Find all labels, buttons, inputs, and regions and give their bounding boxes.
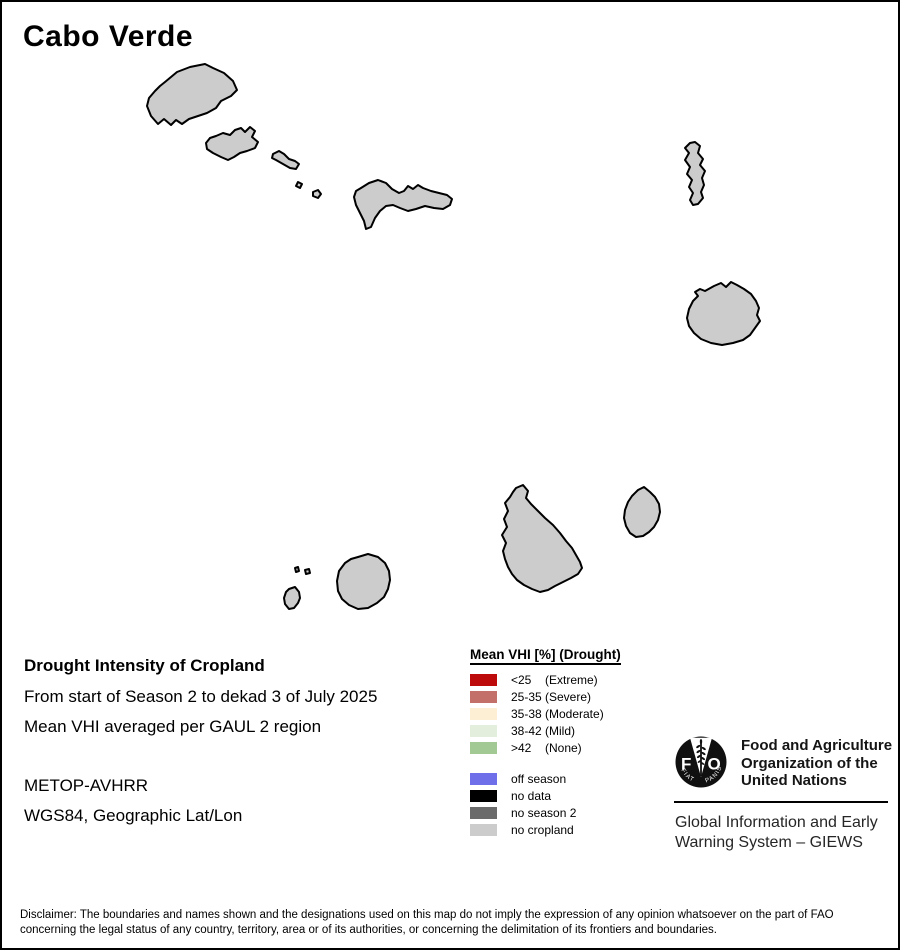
fao-logo-letter-o: O bbox=[708, 755, 721, 774]
legend-label: no season 2 bbox=[511, 805, 577, 820]
legend-qualifier: (Extreme) bbox=[545, 672, 598, 687]
legend-range: 35-38 bbox=[511, 706, 542, 721]
legend-label: no data bbox=[511, 788, 552, 803]
legend-row: 35-38 (Moderate) bbox=[470, 705, 621, 722]
fao-org-line: Food and Agriculture bbox=[741, 737, 893, 754]
legend-range: >42 bbox=[511, 740, 532, 755]
legend-range: 25-35 bbox=[511, 689, 542, 704]
giews-line: Global Information and Early bbox=[675, 814, 878, 831]
info-heading: Drought Intensity of Cropland bbox=[24, 656, 265, 675]
island-boa-vista bbox=[686, 281, 761, 346]
fao-org-line: United Nations bbox=[741, 772, 847, 789]
island-sao-nicolau bbox=[353, 179, 453, 230]
legend-row: 38-42 (Mild) bbox=[470, 722, 621, 739]
legend-swatch bbox=[470, 741, 497, 754]
legend-row: off season bbox=[470, 770, 621, 787]
info-period: From start of Season 2 to dekad 3 of Jul… bbox=[24, 687, 378, 706]
island-fogo bbox=[336, 553, 391, 610]
legend-label: off season bbox=[511, 771, 567, 786]
legend-row: >42 (None) bbox=[470, 739, 621, 756]
legend-row: no cropland bbox=[470, 821, 621, 838]
fao-divider bbox=[674, 801, 888, 803]
fao-logo-letter-f: F bbox=[681, 755, 691, 774]
legend-swatch bbox=[470, 806, 497, 819]
legend-swatch bbox=[470, 690, 497, 703]
fao-org-line: Organization of the bbox=[741, 754, 878, 772]
island-branco bbox=[295, 181, 303, 189]
legend-row: <25 (Extreme) bbox=[470, 671, 621, 688]
giews-line: Warning System – GIEWS bbox=[675, 834, 863, 851]
legend-classes: <25 (Extreme) 25-35 (Severe) 35-38 (Moderate)… bbox=[470, 671, 621, 756]
island-maio bbox=[623, 486, 661, 538]
legend-qualifier: (Mild) bbox=[545, 723, 575, 738]
info-aggregation: Mean VHI averaged per GAUL 2 region bbox=[24, 717, 322, 736]
island-santiago bbox=[501, 484, 583, 593]
disclaimer-line: Disclaimer: The boundaries and names sho… bbox=[20, 909, 834, 921]
legend-extra: off season no data no season 2 no cropland bbox=[470, 770, 621, 838]
fao-logo-icon: F O FIAT PANIS bbox=[675, 736, 727, 788]
legend-qualifier: (Moderate) bbox=[545, 706, 604, 721]
legend: Mean VHI [%] (Drought) <25 (Extreme) 25-35… bbox=[470, 647, 621, 838]
legend-swatch bbox=[470, 789, 497, 802]
legend-row: no data bbox=[470, 787, 621, 804]
island-islet-west-of-fogo-1 bbox=[294, 566, 300, 573]
legend-range: <25 bbox=[511, 672, 532, 687]
legend-swatch bbox=[470, 673, 497, 686]
legend-label: no cropland bbox=[511, 822, 574, 837]
page-title: Cabo Verde bbox=[23, 20, 194, 53]
island-santo-antao bbox=[146, 63, 238, 126]
legend-swatch bbox=[470, 823, 497, 836]
island-raso bbox=[312, 189, 322, 199]
info-projection: WGS84, Geographic Lat/Lon bbox=[24, 806, 243, 825]
island-sal bbox=[684, 141, 706, 206]
legend-swatch bbox=[470, 707, 497, 720]
info-sensor: METOP-AVHRR bbox=[24, 776, 149, 795]
island-islet-west-of-fogo-2 bbox=[304, 568, 311, 575]
giews-label: Global Information and Early Warning Sys… bbox=[675, 813, 878, 853]
island-sao-vicente bbox=[205, 126, 259, 161]
fao-org-name: Food and Agriculture Organization of the… bbox=[741, 737, 892, 790]
disclaimer: Disclaimer: The boundaries and names sho… bbox=[20, 908, 834, 938]
legend-swatch bbox=[470, 724, 497, 737]
legend-title: Mean VHI [%] (Drought) bbox=[470, 647, 621, 665]
island-brava bbox=[283, 586, 301, 610]
legend-row: 25-35 (Severe) bbox=[470, 688, 621, 705]
legend-qualifier: (None) bbox=[545, 740, 582, 755]
legend-swatch bbox=[470, 772, 497, 785]
disclaimer-line: concerning the legal status of any count… bbox=[20, 924, 717, 936]
legend-range: 38-42 bbox=[511, 723, 542, 738]
legend-qualifier: (Severe) bbox=[545, 689, 592, 704]
legend-row: no season 2 bbox=[470, 804, 621, 821]
island-santa-luzia bbox=[271, 150, 300, 170]
